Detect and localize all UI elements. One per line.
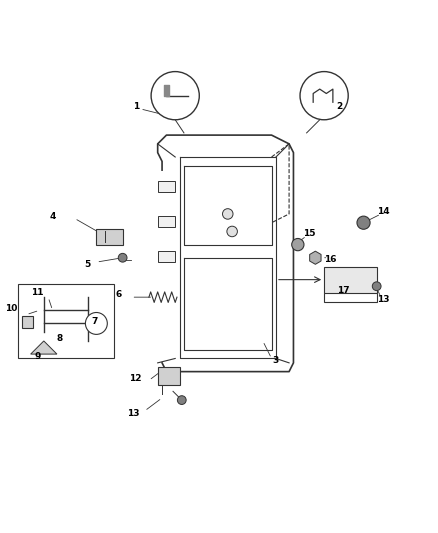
Text: 16: 16 xyxy=(325,255,337,264)
Text: 5: 5 xyxy=(85,260,91,269)
Circle shape xyxy=(118,253,127,262)
Bar xyxy=(158,367,180,385)
Bar xyxy=(96,229,123,245)
Bar xyxy=(158,251,175,262)
Circle shape xyxy=(151,71,199,120)
Circle shape xyxy=(292,238,304,251)
Bar xyxy=(22,316,33,328)
Circle shape xyxy=(223,209,233,219)
Polygon shape xyxy=(31,341,57,354)
Bar xyxy=(324,266,377,293)
Text: 15: 15 xyxy=(303,229,315,238)
Text: 12: 12 xyxy=(130,374,142,383)
Text: 10: 10 xyxy=(5,304,17,313)
Circle shape xyxy=(85,312,107,334)
Text: 17: 17 xyxy=(338,286,350,295)
Text: 4: 4 xyxy=(49,212,56,221)
Text: 13: 13 xyxy=(377,295,389,304)
Circle shape xyxy=(372,282,381,290)
Text: 1: 1 xyxy=(133,102,139,111)
Bar xyxy=(18,284,114,359)
Text: 11: 11 xyxy=(31,288,43,297)
Text: 6: 6 xyxy=(115,290,121,300)
Bar xyxy=(158,216,175,227)
Circle shape xyxy=(177,395,186,405)
Text: 3: 3 xyxy=(273,356,279,365)
Circle shape xyxy=(357,216,370,229)
Text: 7: 7 xyxy=(91,317,97,326)
Text: 2: 2 xyxy=(336,102,343,111)
Text: 14: 14 xyxy=(377,207,389,216)
Text: 8: 8 xyxy=(56,334,62,343)
Bar xyxy=(158,181,175,192)
Text: 13: 13 xyxy=(127,409,140,418)
Circle shape xyxy=(300,71,348,120)
Text: 9: 9 xyxy=(34,352,40,361)
Circle shape xyxy=(227,226,237,237)
